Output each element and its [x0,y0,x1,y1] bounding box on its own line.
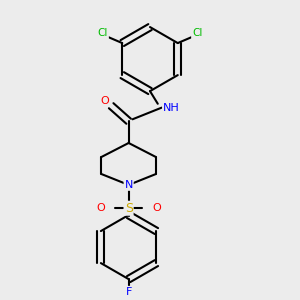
Text: NH: NH [163,103,180,112]
Text: O: O [152,203,161,213]
Text: Cl: Cl [98,28,108,38]
Text: O: O [100,96,109,106]
Text: S: S [124,202,133,215]
Text: F: F [125,287,132,297]
Text: O: O [96,203,105,213]
Text: N: N [124,180,133,190]
Text: Cl: Cl [192,28,202,38]
